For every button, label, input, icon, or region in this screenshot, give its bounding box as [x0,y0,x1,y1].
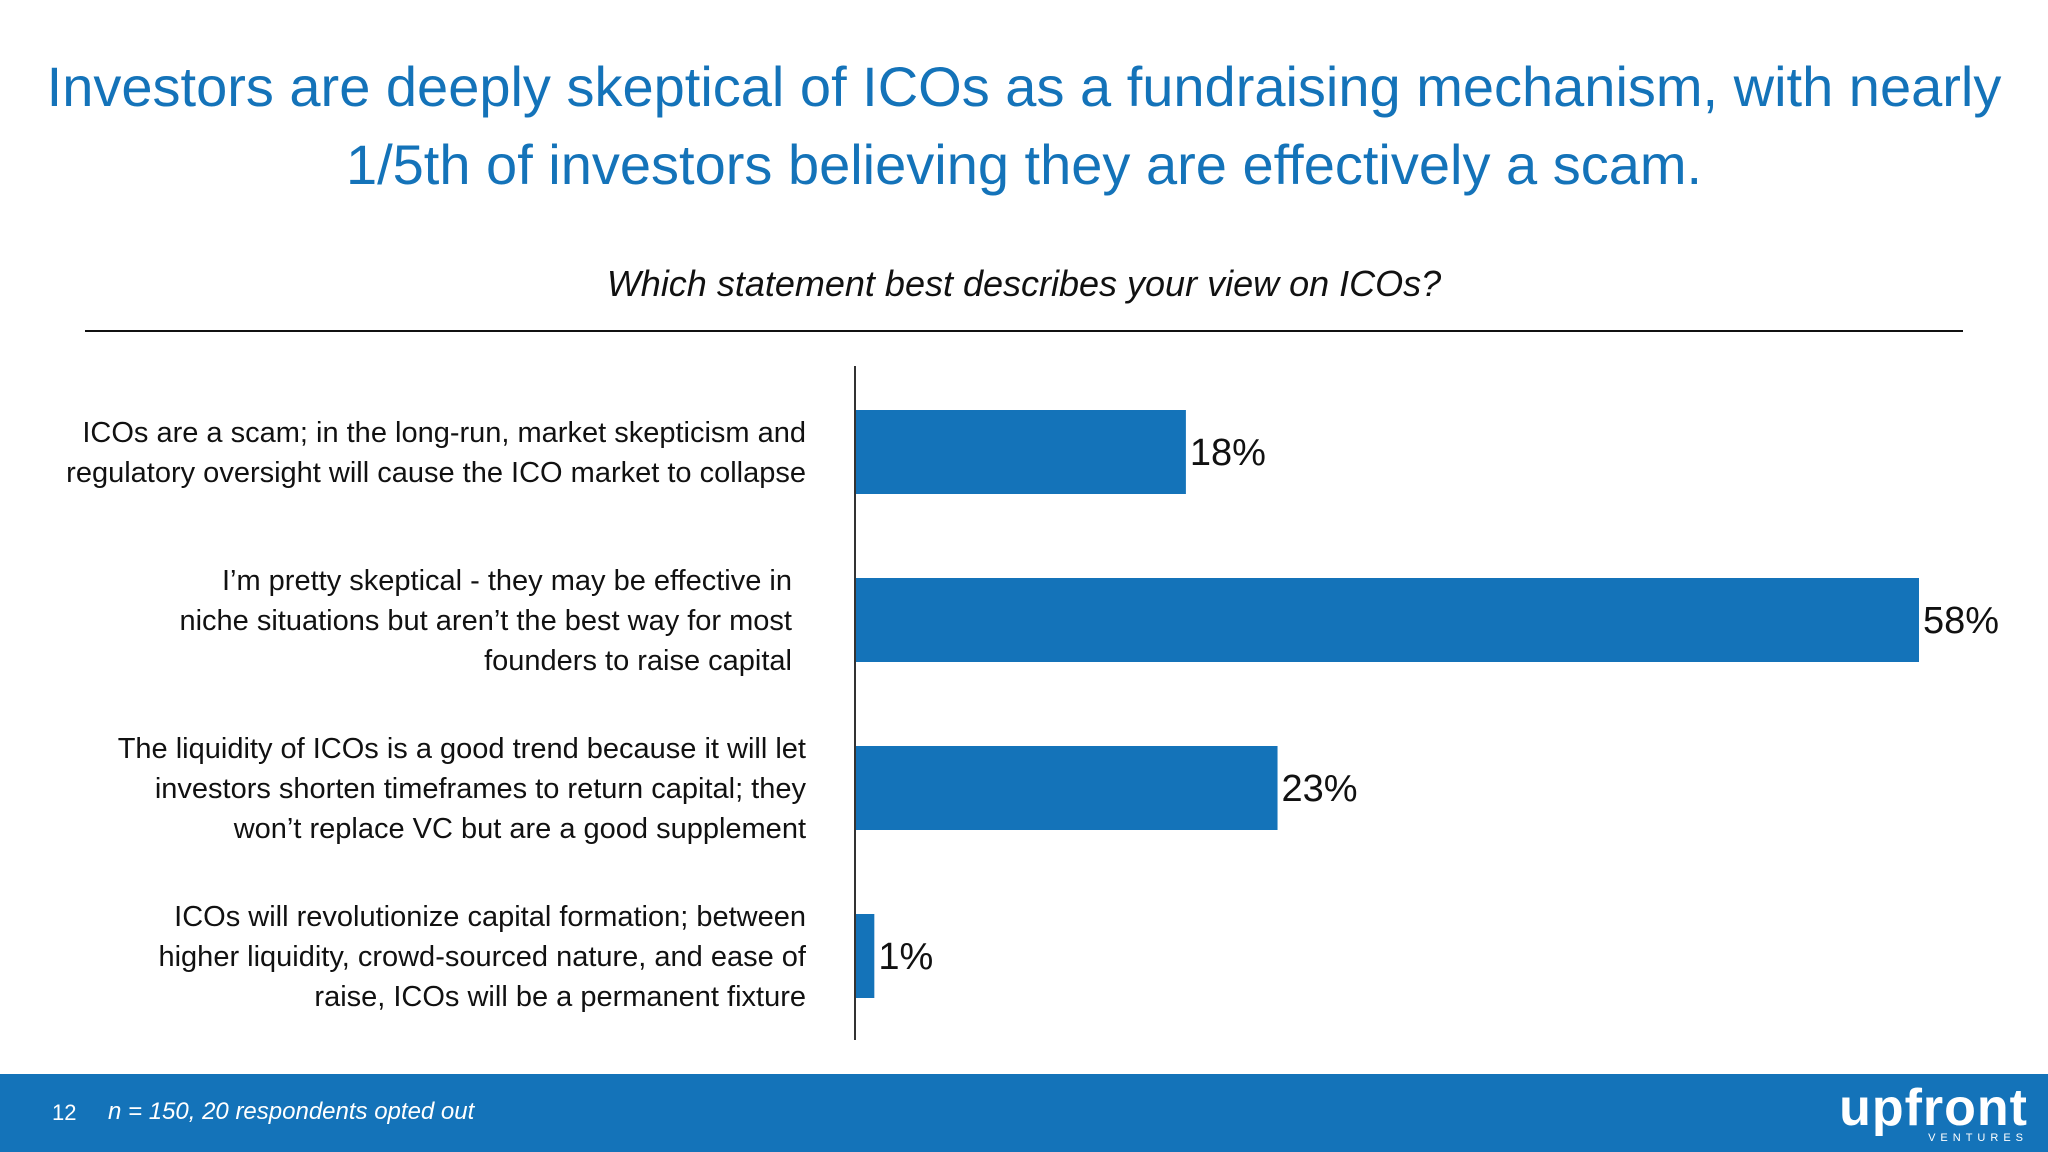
bar-chart: 18% ICOs are a scam; in the long-run, mar… [66,366,1999,1040]
data-label-2: 23% [1282,768,1358,810]
logo-subtext: VENTURES [1928,1132,2028,1144]
page-number: 12 [52,1100,77,1125]
data-label-1: 58% [1923,600,1999,642]
category-label-line: niche situations but aren’t the best way… [179,605,792,637]
category-label-0: ICOs are a scam; in the long-run, market… [66,417,806,489]
category-label-line: The liquidity of ICOs is a good trend be… [118,733,806,765]
category-label-3: ICOs will revolutionize capital formatio… [158,901,806,1013]
category-label-line: ICOs are a scam; in the long-run, market… [82,417,806,449]
title-divider [85,330,1963,332]
footer-bar: 12 n = 150, 20 respondents opted out upf… [0,1074,2048,1152]
category-label-line: higher liquidity, crowd-sourced nature, … [158,941,806,973]
bar-1 [856,578,1919,662]
chart-title: Which statement best describes your view… [606,263,1442,304]
category-label-line: investors shorten timeframes to return c… [155,773,807,805]
category-label-line: won’t replace VC but are a good suppleme… [233,813,806,845]
headline: Investors are deeply skeptical of ICOs a… [40,48,2008,204]
upfront-logo: upfront VENTURES [1839,1080,2028,1144]
category-label-1: I’m pretty skeptical - they may be effec… [179,565,792,677]
category-label-line: raise, ICOs will be a permanent fixture [314,981,806,1013]
sample-note: n = 150, 20 respondents opted out [108,1098,475,1125]
category-label-line: I’m pretty skeptical - they may be effec… [222,565,792,597]
category-label-line: ICOs will revolutionize capital formatio… [174,901,806,933]
data-label-0: 18% [1190,432,1266,474]
category-label-line: founders to raise capital [484,645,792,677]
bar-2 [856,746,1278,830]
logo-wordmark: upfront [1839,1079,2028,1137]
headline-line-2: 1/5th of investors believing they are ef… [345,133,1703,196]
data-label-3: 1% [878,936,933,978]
bar-0 [856,410,1186,494]
category-label-2: The liquidity of ICOs is a good trend be… [118,733,807,845]
bar-3 [856,914,875,998]
headline-line-1: Investors are deeply skeptical of ICOs a… [46,55,2002,118]
category-label-line: regulatory oversight will cause the ICO … [66,457,806,489]
